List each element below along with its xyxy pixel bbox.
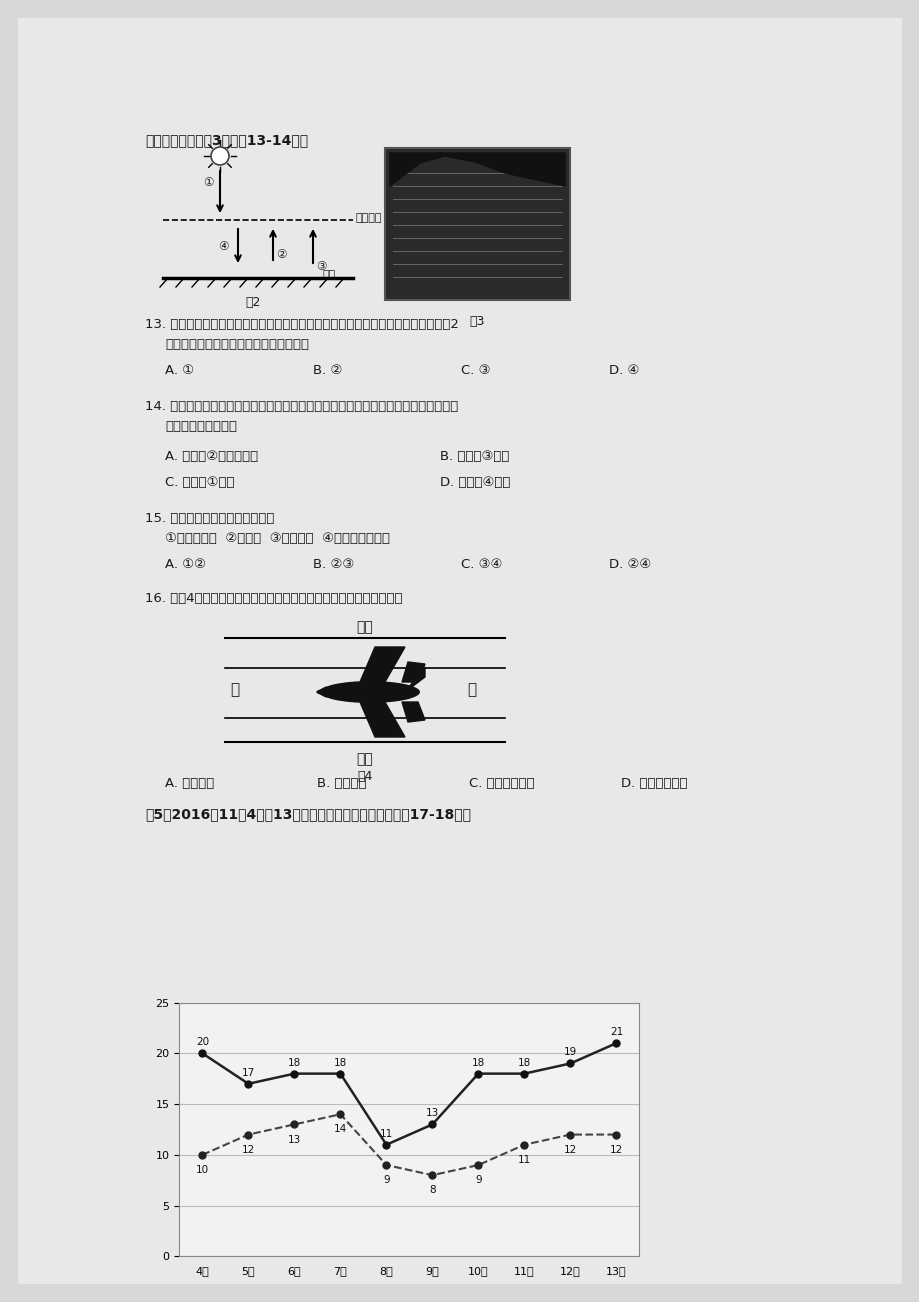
Text: 地面: 地面	[323, 270, 335, 280]
Polygon shape	[404, 667, 425, 691]
Polygon shape	[402, 702, 425, 723]
Text: 13: 13	[425, 1108, 438, 1118]
Text: 18: 18	[334, 1057, 346, 1068]
Text: 18: 18	[517, 1057, 530, 1068]
Ellipse shape	[320, 681, 420, 703]
Text: 17: 17	[242, 1068, 255, 1078]
Text: 21: 21	[609, 1027, 622, 1038]
Text: C. 增强了①环节: C. 增强了①环节	[165, 477, 234, 490]
Text: B. 增强了③环节: B. 增强了③环节	[439, 450, 509, 464]
Text: ③: ③	[315, 260, 326, 273]
Polygon shape	[359, 702, 404, 737]
Text: C. ③④: C. ③④	[460, 559, 502, 572]
Text: 东: 东	[467, 682, 476, 697]
Text: 生长，其主要原理是: 生长，其主要原理是	[165, 421, 237, 434]
Text: 11: 11	[517, 1155, 530, 1165]
Polygon shape	[390, 154, 564, 186]
Text: D. ④: D. ④	[608, 365, 639, 378]
Text: ②: ②	[276, 247, 286, 260]
Bar	[384, 148, 570, 299]
Text: 低压: 低压	[357, 620, 373, 634]
Text: 10: 10	[196, 1165, 209, 1174]
Text: 15. 下列属于影响风力大小的力是: 15. 下列属于影响风力大小的力是	[145, 512, 274, 525]
Text: 11: 11	[380, 1129, 392, 1139]
Text: 12: 12	[609, 1144, 622, 1155]
Text: D. 增强了④环节: D. 增强了④环节	[439, 477, 510, 490]
Text: 图4: 图4	[357, 769, 372, 783]
Polygon shape	[359, 647, 404, 682]
Text: 西: 西	[230, 682, 239, 697]
Text: A. 减弱了②环节的散失: A. 减弱了②环节的散失	[165, 450, 258, 464]
Text: ①地转偏向力  ②摩擦力  ③太阳引力  ④水平气压梯度力: ①地转偏向力 ②摩擦力 ③太阳引力 ④水平气压梯度力	[165, 533, 390, 546]
Text: C. ③: C. ③	[460, 365, 490, 378]
Text: 9: 9	[474, 1176, 482, 1185]
Text: 14: 14	[334, 1125, 346, 1134]
Text: ④: ④	[218, 240, 228, 253]
Text: 16. 如图4所示，一架飞机在北半球高空自东向西飞行，可判断该飞机: 16. 如图4所示，一架飞机在北半球高空自东向西飞行，可判断该飞机	[145, 592, 403, 605]
Text: B. 逆风飞行: B. 逆风飞行	[317, 777, 366, 790]
Text: 8: 8	[428, 1185, 436, 1195]
Text: C. 风从北侧吹来: C. 风从北侧吹来	[469, 777, 534, 790]
Text: 中的哪个箭头所代表的地理意义密切相关: 中的哪个箭头所代表的地理意义密切相关	[165, 339, 309, 352]
Text: 高压: 高压	[357, 753, 373, 766]
Text: 图2: 图2	[245, 296, 260, 309]
Text: ①: ①	[203, 176, 213, 189]
Text: 13: 13	[288, 1134, 301, 1144]
Text: 图5是2016年11月4日到13日眉山市气温变化示意图，回答17-18题。: 图5是2016年11月4日到13日眉山市气温变化示意图，回答17-18题。	[145, 807, 471, 822]
Text: 地地膜覆盖景观图3，回答13-14题。: 地地膜覆盖景观图3，回答13-14题。	[145, 133, 308, 147]
Text: B. ②③: B. ②③	[312, 559, 354, 572]
Text: A. ①: A. ①	[165, 365, 194, 378]
Text: 13. 华北平原的早春时节有时会出现霜冻，对越冬农作物造成危害。霜冻的出现与图2: 13. 华北平原的早春时节有时会出现霜冻，对越冬农作物造成危害。霜冻的出现与图2	[145, 318, 459, 331]
Polygon shape	[402, 661, 425, 682]
Text: B. ②: B. ②	[312, 365, 342, 378]
FancyArrowPatch shape	[318, 687, 327, 697]
Text: D. 风从南侧吹来: D. 风从南侧吹来	[620, 777, 686, 790]
Text: 18: 18	[471, 1057, 484, 1068]
Text: 图3: 图3	[469, 315, 484, 328]
Text: 12: 12	[563, 1144, 576, 1155]
Text: 18: 18	[288, 1057, 301, 1068]
Text: 12: 12	[242, 1144, 255, 1155]
Text: A. 顺风飞行: A. 顺风飞行	[165, 777, 214, 790]
Text: 大气上界: 大气上界	[356, 214, 382, 223]
Circle shape	[210, 147, 229, 165]
Text: A. ①②: A. ①②	[165, 559, 206, 572]
Text: 20: 20	[196, 1038, 209, 1047]
Text: 19: 19	[563, 1047, 576, 1057]
Text: D. ②④: D. ②④	[608, 559, 651, 572]
Text: 9: 9	[382, 1176, 390, 1185]
Text: 14. 我国华北地区在春播时进行地膜覆盖，可有效地提高地温，保障了农作物的正常发: 14. 我国华北地区在春播时进行地膜覆盖，可有效地提高地温，保障了农作物的正常发	[145, 400, 458, 413]
